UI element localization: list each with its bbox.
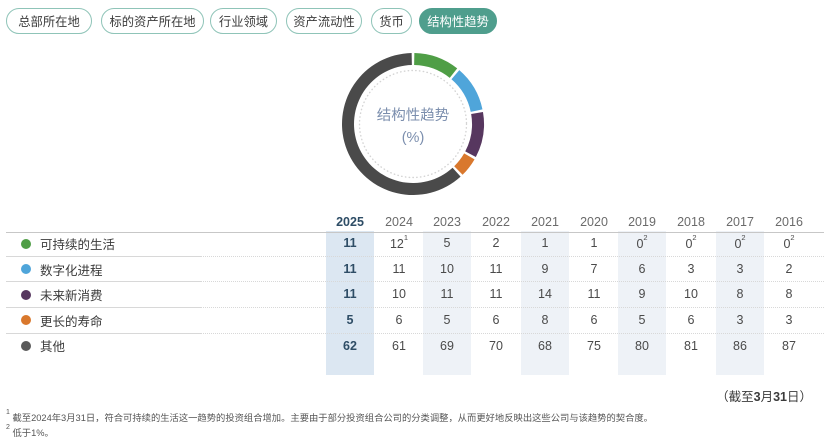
- svg-text:结构性趋势: 结构性趋势: [377, 107, 450, 124]
- svg-text:(%): (%): [402, 130, 425, 146]
